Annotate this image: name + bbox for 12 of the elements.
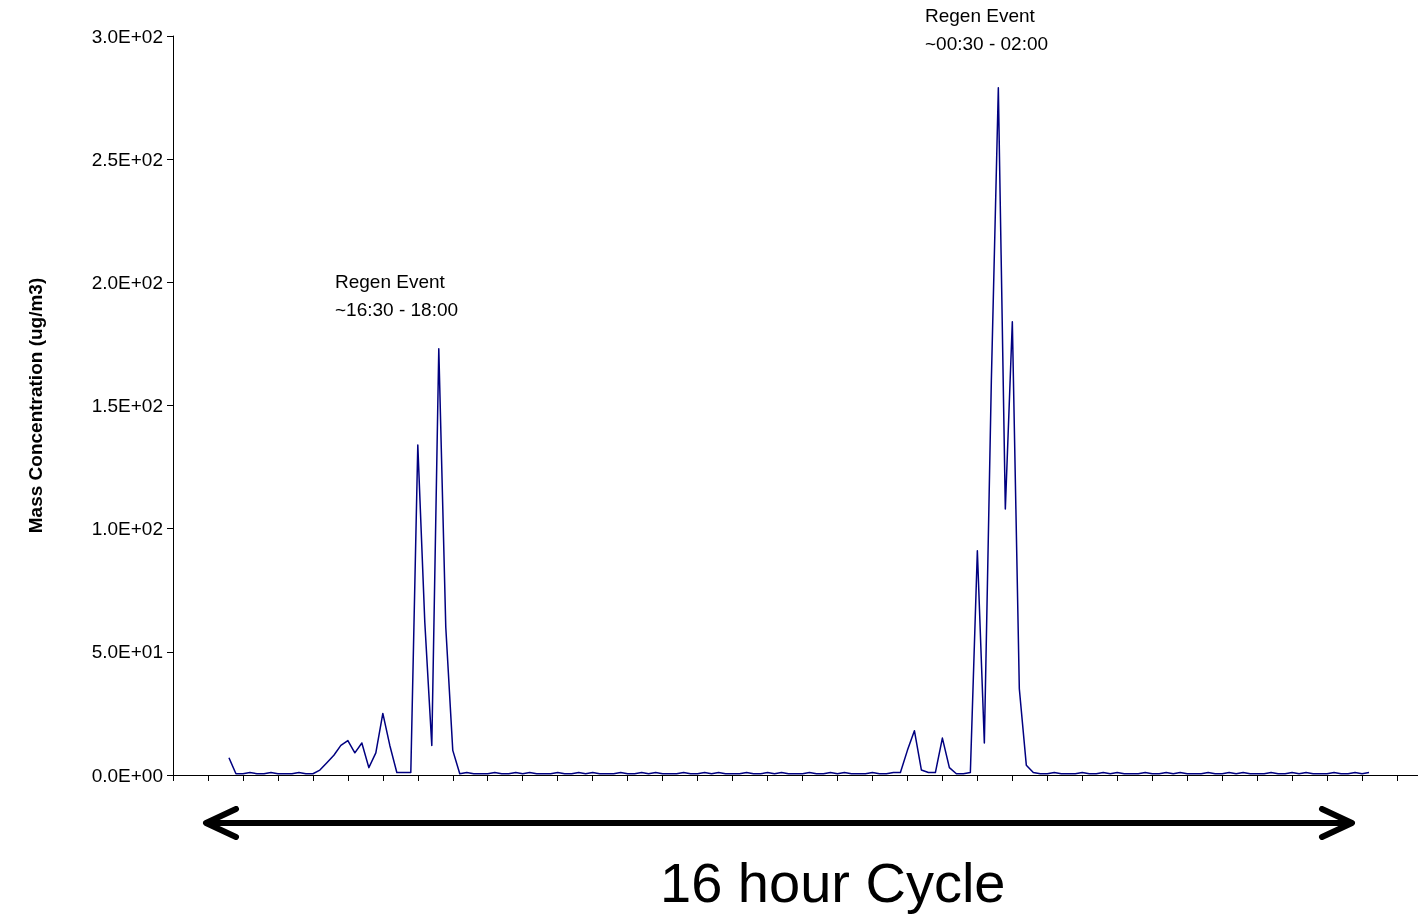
y-tick-label: 0.0E+00	[91, 764, 163, 786]
y-axis-title: Mass Concentration (ug/m3)	[25, 277, 46, 534]
line-series	[228, 86, 1370, 775]
annotation: Regen Event ~16:30 - 18:00	[335, 271, 459, 320]
annotation: Regen Event ~00:30 - 02:00	[925, 5, 1049, 54]
y-tick-label: 3.0E+02	[91, 25, 163, 47]
y-tick-label: 2.5E+02	[91, 148, 163, 170]
y-tick-label: 2.0E+02	[91, 271, 163, 293]
text: 16 hour Cycle	[660, 850, 1006, 914]
y-tick-label: 1.0E+02	[91, 518, 163, 540]
y-tick-label: 5.0E+01	[91, 641, 163, 663]
y-tick-label: 1.5E+02	[91, 395, 163, 416]
